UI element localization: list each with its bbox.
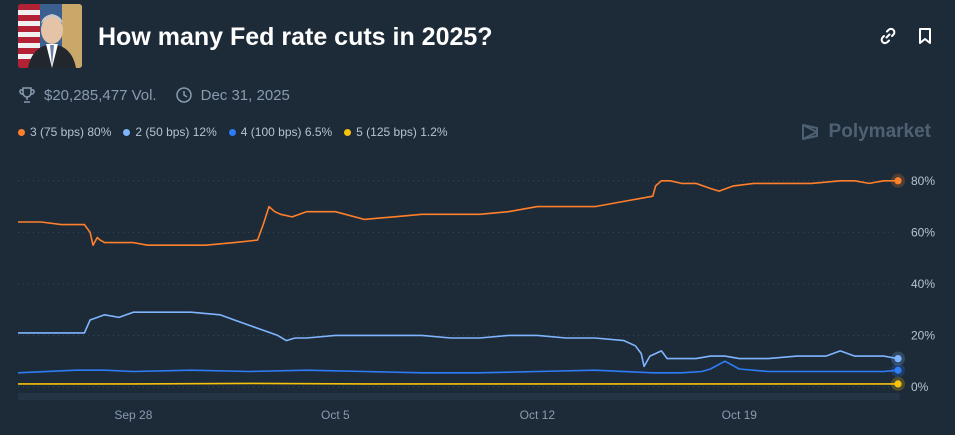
market-meta: $20,285,477 Vol. Dec 31, 2025 <box>18 85 290 105</box>
y-tick-label: 40% <box>911 277 935 291</box>
x-tick-label: Oct 19 <box>722 408 758 422</box>
time-range-scrollbar[interactable] <box>18 393 900 400</box>
series-endpoint <box>894 177 902 185</box>
legend-dot <box>344 128 352 136</box>
legend-dot <box>123 128 131 136</box>
market-avatar[interactable] <box>18 4 82 68</box>
legend-dot <box>228 128 236 136</box>
y-axis-labels: 0% 20% 40% 60% 80% <box>911 174 935 394</box>
polymarket-logo-icon <box>801 124 818 140</box>
legend-label: 3 (75 bps) 80% <box>30 125 112 139</box>
market-title: How many Fed rate cuts in 2025? <box>98 23 493 51</box>
x-tick-label: Sep 28 <box>114 408 152 422</box>
probability-chart: Sep 28 Oct 5 Oct 12 Oct 19 0% 20% 40% 60% 80% <box>17 173 935 422</box>
legend-label: 5 (125 bps) 1.2% <box>356 125 448 139</box>
legend-dot <box>18 128 25 136</box>
x-tick-label: Oct 5 <box>321 408 350 422</box>
series-line <box>18 382 898 385</box>
series-line <box>18 311 899 368</box>
end-date-text: Dec 31, 2025 <box>200 86 290 104</box>
legend-item-5-cuts[interactable]: 5 (125 bps) 1.2% <box>344 125 448 139</box>
clock-icon <box>175 87 192 103</box>
x-tick-label: Oct 12 <box>520 408 556 422</box>
series-line <box>18 180 898 246</box>
legend-item-2-cuts[interactable]: 2 (50 bps) 12% <box>123 125 217 139</box>
series-line <box>17 360 899 374</box>
x-axis-labels: Sep 28 Oct 5 Oct 12 Oct 19 <box>114 408 757 422</box>
series-endpoint <box>894 366 902 374</box>
y-tick-label: 60% <box>911 225 935 239</box>
polymarket-watermark: Polymarket <box>799 120 931 144</box>
legend-label: 4 (100 bps) 6.5% <box>240 125 333 139</box>
chart-legend: 3 (75 bps) 80% 2 (50 bps) 12% 4 (100 bps… <box>18 124 460 140</box>
volume-text: $20,285,477 Vol. <box>44 86 157 104</box>
link-icon[interactable] <box>878 26 898 46</box>
market-header: How many Fed rate cuts in 2025? <box>18 4 938 68</box>
fed-chair-portrait-icon <box>18 4 82 68</box>
brand-name: Polymarket <box>828 121 931 142</box>
series-lines <box>17 173 905 391</box>
series-endpoint <box>894 380 902 388</box>
legend-label: 2 (50 bps) 12% <box>135 125 217 139</box>
y-tick-label: 80% <box>911 174 935 188</box>
y-tick-label: 20% <box>911 328 935 342</box>
legend-item-3-cuts[interactable]: 3 (75 bps) 80% <box>18 125 111 139</box>
grid <box>18 180 898 388</box>
legend-item-4-cuts[interactable]: 4 (100 bps) 6.5% <box>228 125 333 139</box>
y-tick-label: 0% <box>911 380 929 394</box>
trophy-icon <box>19 87 35 103</box>
bookmark-icon[interactable] <box>915 26 935 46</box>
series-endpoint <box>894 355 902 363</box>
